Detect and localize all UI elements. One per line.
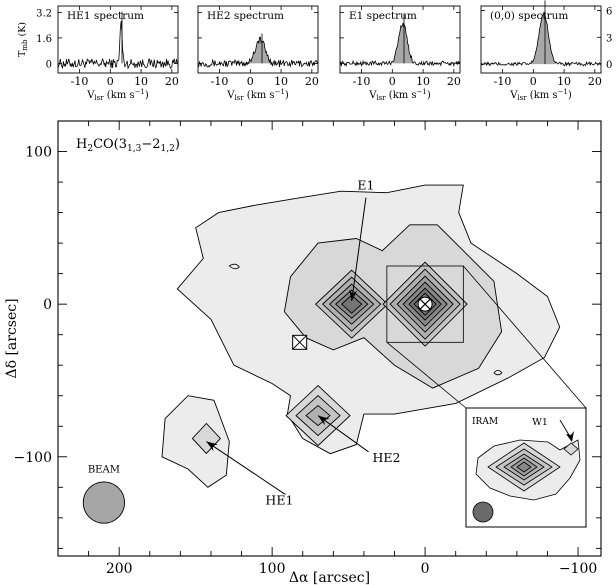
x-tick-label: 10 [557, 75, 571, 88]
x-tick-label: 0 [530, 75, 537, 88]
spectrum-shaded-area [248, 37, 273, 64]
spectrum-title: HE2 spectrum [207, 10, 284, 22]
annotation-arrow-head [206, 441, 219, 452]
inset-w1-contour [563, 442, 579, 456]
spectrum-panel: -10 0 10 20 0 1.6 3.2 HE1 spectrum Vlsr (km s−1)… [17, 5, 179, 102]
contour-small-outline [228, 263, 240, 270]
spectrum-shaded-area [392, 22, 414, 64]
inset-panel: IRAM W1 [465, 407, 587, 528]
spectrum-line [339, 22, 461, 68]
spectrum-frame [339, 5, 461, 74]
spectrum-frame [197, 5, 319, 74]
spectrum-shaded-area [531, 13, 556, 65]
y-tick-label: 0 [46, 59, 52, 70]
spectrum-line [57, 21, 179, 70]
x-tick-label: 0 [107, 75, 114, 88]
y-tick-label: −100 [14, 450, 52, 466]
map-title: H2CO(31,3−21,2) [76, 137, 180, 154]
annotation-label: HE1 [265, 493, 293, 508]
x-tick-label: -10 [71, 75, 89, 88]
x-axis-label: Vlsr (km s−1) [509, 88, 572, 102]
annotation-arrow [351, 197, 367, 302]
beam-label: BEAM [88, 465, 120, 476]
inset-label: IRAM [472, 417, 498, 427]
contour-small-outline [493, 369, 503, 376]
y-axis-label: Δδ [arcsec] [4, 298, 20, 378]
contour-he1-inner [191, 422, 221, 455]
zoom-box [386, 265, 464, 343]
y-tick-label: 1.6 [36, 34, 52, 45]
y-tick-label: 3 [606, 33, 612, 44]
annotation-arrow [317, 415, 369, 453]
annotation-arrow-head [318, 415, 330, 426]
x-axis-label: Vlsr (km s−1) [368, 88, 431, 102]
x-tick-label: 20 [447, 75, 461, 88]
x-axis-label: Vlsr (km s−1) [226, 88, 289, 102]
inset-connector [386, 342, 467, 409]
x-tick-label: 20 [165, 75, 179, 88]
contour-e1-level-7 [341, 294, 363, 314]
x-tick-label: -10 [494, 75, 512, 88]
spectrum-title: E1 spectrum [349, 10, 417, 22]
x-tick-label: 0 [389, 75, 396, 88]
x-tick-label: -10 [353, 75, 371, 88]
y-axis-label: Tmb (K) [17, 22, 29, 57]
y-tick-label: 6 [606, 6, 612, 17]
x-tick-label: 20 [588, 75, 602, 88]
x-tick-label: 10 [274, 75, 288, 88]
spectrum-title: (0,0) spectrum [490, 10, 568, 22]
x-tick-label: -10 [211, 75, 229, 88]
inset-source-label: W1 [532, 417, 548, 428]
annotation-arrow-head [349, 289, 358, 302]
reference-marker-x [292, 334, 308, 350]
x-tick-label: 20 [305, 75, 319, 88]
beam-circle [82, 481, 125, 524]
y-tick-label: 0 [606, 60, 612, 71]
annotation-arrow [206, 441, 286, 495]
spectrum-line [480, 11, 602, 67]
spectrum-frame [480, 5, 602, 74]
inset-arrow-head [566, 431, 574, 442]
x-tick-label: 100 [259, 561, 286, 577]
inset-connector [463, 265, 587, 409]
x-tick-label: 10 [416, 75, 430, 88]
spectrum-frame [57, 5, 179, 74]
x-tick-label: 0 [247, 75, 254, 88]
y-tick-label: 0 [43, 297, 52, 313]
center-marker-x [419, 298, 431, 310]
spectrum-panel: -10 0 10 20 E1 spectrum Vlsr (km s−1) [339, 5, 461, 102]
x-axis-label: Vlsr (km s−1) [86, 88, 149, 102]
x-tick-label: 0 [421, 561, 430, 577]
x-tick-label: −100 [559, 561, 597, 577]
x-tick-label: 200 [106, 561, 133, 577]
y-tick-label: 100 [25, 145, 52, 161]
annotation-label: E1 [357, 178, 374, 193]
spectrum-panel: -10 0 10 20 HE2 spectrum Vlsr (km s−1) [197, 5, 319, 102]
spectrum-line [197, 36, 319, 68]
x-tick-label: 10 [134, 75, 148, 88]
spectra-row: -10 0 10 20 0 1.6 3.2 HE1 spectrum Vlsr (km s−1)… [17, 0, 612, 102]
inset-contour-6 [516, 461, 532, 473]
spectrum-title: HE1 spectrum [67, 10, 144, 22]
inset-beam-circle [472, 501, 494, 523]
y-tick-label: 3.2 [36, 8, 52, 19]
annotation-label: HE2 [373, 450, 401, 465]
x-axis-label: Δα [arcsec] [289, 570, 370, 585]
contour-map-panel: E1 HE2 HE1 BEAM IRAM W1 200 100 0 −100 100 0 −100 H2C… [4, 120, 602, 585]
map-frame [57, 120, 602, 557]
spectrum-panel: -10 0 10 20 0 3 6 (0,0) spectrum Vlsr (km s−1) [480, 0, 612, 102]
